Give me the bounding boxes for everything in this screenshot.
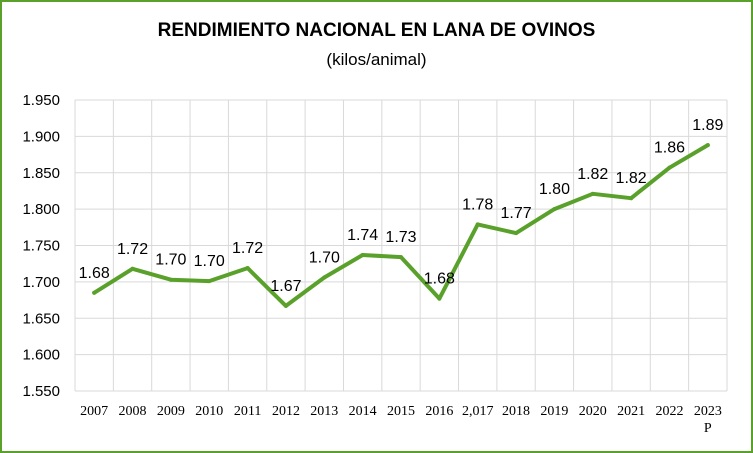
data-label: 1.72 <box>117 241 148 258</box>
data-point <box>552 207 557 212</box>
data-point <box>705 143 710 148</box>
data-point <box>207 279 212 284</box>
data-label: 1.70 <box>309 250 340 267</box>
data-point <box>130 266 135 271</box>
data-label: 1.70 <box>194 253 225 270</box>
y-tick-label: 1.750 <box>22 238 60 255</box>
data-label: 1.74 <box>347 227 378 244</box>
x-tick-label: 2019 <box>540 404 568 419</box>
y-tick-label: 1.800 <box>22 201 60 218</box>
x-tick-label: 2,017 <box>462 404 494 419</box>
data-label: 1.78 <box>462 196 493 213</box>
data-label: 1.70 <box>155 252 186 269</box>
data-label: 1.82 <box>616 170 647 187</box>
data-point <box>437 296 442 301</box>
data-point <box>629 196 634 201</box>
y-tick-label: 1.600 <box>22 347 60 364</box>
data-point <box>322 275 327 280</box>
x-tick-label: 2013 <box>310 404 338 419</box>
data-label: 1.68 <box>424 271 455 288</box>
x-tick-label: 2022 <box>655 404 683 419</box>
data-label: 1.72 <box>232 240 263 257</box>
chart-subtitle: (kilos/animal) <box>326 50 427 69</box>
data-label: 1.89 <box>692 117 723 134</box>
x-tick-label: 2009 <box>157 404 185 419</box>
y-tick-label: 1.650 <box>22 310 60 327</box>
x-tick-label: 2008 <box>119 404 147 419</box>
y-tick-label: 1.900 <box>22 128 60 145</box>
data-label: 1.68 <box>79 265 110 282</box>
data-point <box>168 277 173 282</box>
data-point <box>245 266 250 271</box>
x-tick-label: 2014 <box>349 404 377 419</box>
data-point <box>360 252 365 257</box>
x-tick-label: 2023 P <box>694 404 722 436</box>
y-tick-label: 1.550 <box>22 383 60 400</box>
data-point <box>667 165 672 170</box>
data-label: 1.67 <box>270 278 301 295</box>
data-label: 1.73 <box>385 229 416 246</box>
data-label: 1.80 <box>539 181 570 198</box>
y-tick-label: 1.950 <box>22 92 60 109</box>
chart-title: RENDIMIENTO NACIONAL EN LANA DE OVINOS <box>157 20 596 41</box>
x-tick-label: 2021 <box>617 404 645 419</box>
data-label: 1.82 <box>577 166 608 183</box>
x-tick-label: 2016 <box>425 404 453 419</box>
y-tick-label: 1.700 <box>22 274 60 291</box>
x-tick-label: 2011 <box>234 404 261 419</box>
data-point <box>475 222 480 227</box>
data-label: 1.77 <box>500 205 531 222</box>
data-point <box>590 191 595 196</box>
x-tick-label: 2012 <box>272 404 300 419</box>
y-tick-label: 1.850 <box>22 165 60 182</box>
data-point <box>283 303 288 308</box>
x-tick-label: 2018 <box>502 404 530 419</box>
x-tick-label: 2020 <box>579 404 607 419</box>
x-tick-label: 2010 <box>195 404 223 419</box>
data-point <box>399 255 403 260</box>
x-tick-label: 2007 <box>80 404 108 419</box>
x-tick-label: 2015 <box>387 404 415 419</box>
data-point <box>92 290 97 295</box>
data-point <box>514 231 519 236</box>
data-label: 1.86 <box>654 140 685 157</box>
